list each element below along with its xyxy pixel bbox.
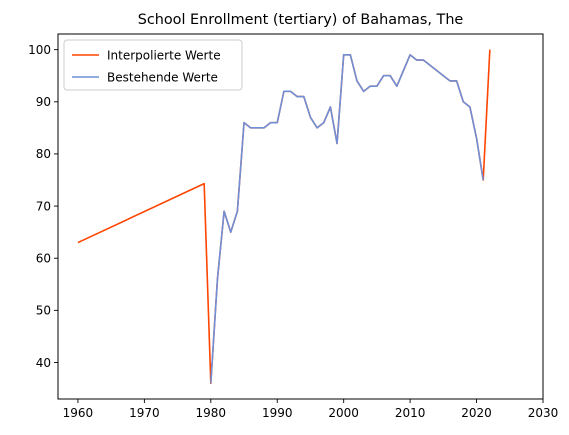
y-axis: 40 50 60 70 80 90 100 bbox=[28, 43, 58, 370]
x-tick-label: 2030 bbox=[528, 406, 559, 420]
x-tick-label: 2020 bbox=[461, 406, 492, 420]
x-tick-label: 1990 bbox=[262, 406, 293, 420]
plot-lines bbox=[77, 49, 491, 385]
legend-box bbox=[63, 39, 243, 91]
legend-label-1: Interpolierte Werte bbox=[107, 48, 221, 62]
plot-frame bbox=[57, 33, 544, 400]
chart-title: School Enrollment (tertiary) of Bahamas,… bbox=[138, 12, 464, 28]
x-tick-label: 2000 bbox=[328, 406, 359, 420]
y-tick-label: 80 bbox=[36, 147, 51, 161]
x-tick-label: 1970 bbox=[129, 406, 160, 420]
x-tick-label: 1960 bbox=[63, 406, 94, 420]
x-tick-label: 1980 bbox=[196, 406, 227, 420]
x-tick-label: 2010 bbox=[395, 406, 426, 420]
series-line-2 bbox=[210, 54, 485, 384]
y-tick-label: 60 bbox=[36, 252, 51, 266]
y-tick-label: 100 bbox=[28, 43, 51, 57]
legend: Interpolierte Werte Bestehende Werte bbox=[63, 39, 243, 91]
x-axis: 1960 1970 1980 1990 2000 2010 2020 2030 bbox=[63, 399, 559, 420]
series-line-1 bbox=[77, 49, 491, 385]
legend-label-2: Bestehende Werte bbox=[107, 70, 218, 84]
y-tick-label: 40 bbox=[36, 356, 51, 370]
y-tick-label: 70 bbox=[36, 199, 51, 213]
y-tick-label: 50 bbox=[36, 304, 51, 318]
y-tick-label: 90 bbox=[36, 95, 51, 109]
